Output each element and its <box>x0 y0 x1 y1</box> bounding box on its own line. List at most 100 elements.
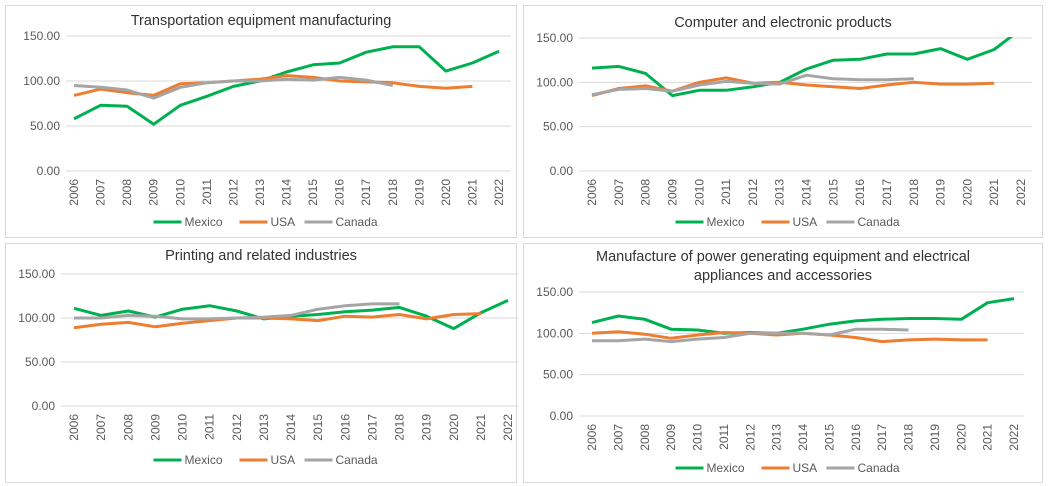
x-tick-label: 2009 <box>665 179 679 206</box>
chart-svg-transportation: 0.00 50.00 100.00 150.00 2006 2007 2008 2009 201… <box>23 29 511 229</box>
y-tick-label: 100.00 <box>536 326 573 340</box>
chart-svg-printing: 0.00 50.00 100.00 150.00 2006 2007 2008 2009 201… <box>18 267 518 467</box>
x-tick-label: 2006 <box>585 424 599 451</box>
legend-item-usa: USA <box>761 461 818 475</box>
legend-label: Mexico <box>707 215 745 229</box>
x-tick-label: 2013 <box>770 424 784 451</box>
x-tick-label: 2009 <box>148 414 162 441</box>
x-tick-label: 2019 <box>412 179 426 206</box>
series-line-canada <box>73 75 394 100</box>
chart-title: Manufacture of power generating equipmen… <box>595 249 970 284</box>
x-tick-label: 2022 <box>501 414 515 441</box>
x-tick-label: 2007 <box>94 179 108 206</box>
y-tick-label: 50.00 <box>25 355 55 369</box>
x-tick-label: 2007 <box>612 179 626 206</box>
y-tick-label: 100.00 <box>23 74 60 88</box>
legend-label: Canada <box>858 215 900 229</box>
chart-computer: Computer and electronic products 0.00 50.… <box>523 5 1043 238</box>
x-tick-label: 2017 <box>880 179 894 206</box>
x-tick-label: 2007 <box>611 424 625 451</box>
chart-svg-power: 0.00 50.00 100.00 150.00 2006 2007 2008 2009 201… <box>536 285 1024 475</box>
x-tick-label: 2016 <box>849 424 863 451</box>
legend-label: Mexico <box>185 215 223 229</box>
x-tick-label: 2020 <box>439 179 453 206</box>
x-tick-label: 2008 <box>121 414 135 441</box>
x-tick-label: 2022 <box>1007 424 1021 451</box>
y-tick-label: 50.00 <box>543 368 573 382</box>
x-tick-label: 2014 <box>284 414 298 441</box>
y-tick-label: 150.00 <box>18 267 55 281</box>
y-tick-label: 0.00 <box>550 164 574 178</box>
x-tick-label: 2011 <box>717 424 731 450</box>
x-tick-label: 2016 <box>853 179 867 206</box>
legend-item-usa: USA <box>239 453 296 467</box>
chart-svg-computer: 0.00 50.00 100.00 150.00 2006 2007 2008 2009 201… <box>536 31 1032 229</box>
x-tick-label: 2021 <box>981 424 995 451</box>
x-tick-label: 2012 <box>743 424 757 451</box>
x-tick-label: 2014 <box>280 179 294 206</box>
legend-item-canada: Canada <box>826 215 900 229</box>
legend-label: Canada <box>858 461 900 475</box>
x-tick-label: 2015 <box>311 414 325 441</box>
x-tick-label: 2014 <box>796 424 810 451</box>
series-line-canada <box>591 73 914 97</box>
y-tick-label: 100.00 <box>18 311 55 325</box>
series-line-canada <box>74 302 400 321</box>
x-tick-label: 2009 <box>664 424 678 451</box>
x-tick-label: 2016 <box>338 414 352 441</box>
x-tick-label: 2008 <box>639 179 653 206</box>
x-tick-label: 2012 <box>230 414 244 441</box>
y-tick-label: 0.00 <box>32 399 56 413</box>
x-tick-label: 2011 <box>200 179 214 205</box>
x-tick-label: 2021 <box>987 179 1001 206</box>
legend-label: Canada <box>336 453 378 467</box>
x-tick-label: 2019 <box>928 424 942 451</box>
legend-item-mexico: Mexico <box>675 461 745 475</box>
y-tick-label: 150.00 <box>536 31 573 45</box>
x-tick-label: 2008 <box>120 179 134 206</box>
x-tick-label: 2020 <box>960 179 974 206</box>
x-tick-label: 2015 <box>822 424 836 451</box>
x-tick-label: 2013 <box>257 414 271 441</box>
x-tick-label: 2019 <box>420 414 434 441</box>
x-tick-label: 2015 <box>826 179 840 206</box>
x-tick-label: 2011 <box>203 414 217 440</box>
legend-item-usa: USA <box>761 215 818 229</box>
legend-item-mexico: Mexico <box>153 453 223 467</box>
x-tick-label: 2012 <box>746 179 760 206</box>
legend-label: USA <box>793 461 818 475</box>
x-tick-label: 2018 <box>902 424 916 451</box>
x-tick-label: 2022 <box>492 179 506 206</box>
legend-label: USA <box>271 215 296 229</box>
x-tick-label: 2017 <box>365 414 379 441</box>
x-tick-label: 2018 <box>393 414 407 441</box>
legend-item-canada: Canada <box>826 461 900 475</box>
series-line-usa <box>73 312 481 330</box>
chart-printing: Printing and related industries 0.00 50.0… <box>5 243 518 483</box>
chart-transportation: Transportation equipment manufacturing 0… <box>5 5 517 238</box>
chart-title: Printing and related industries <box>165 248 357 264</box>
x-tick-label: 2020 <box>447 414 461 441</box>
chart-title: Transportation equipment manufacturing <box>130 13 392 29</box>
legend-item-mexico: Mexico <box>153 215 223 229</box>
x-tick-label: 2018 <box>907 179 921 206</box>
y-tick-label: 150.00 <box>23 29 60 43</box>
x-tick-label: 2013 <box>773 179 787 206</box>
x-tick-label: 2019 <box>934 179 948 206</box>
x-tick-label: 2020 <box>954 424 968 451</box>
legend-label: Mexico <box>707 461 745 475</box>
series-line-mexico <box>591 297 1015 335</box>
x-tick-label: 2007 <box>94 414 108 441</box>
chart-power: Manufacture of power generating equipmen… <box>523 243 1043 483</box>
legend-label: USA <box>793 215 818 229</box>
x-tick-label: 2010 <box>692 179 706 206</box>
legend-label: Mexico <box>185 453 223 467</box>
x-tick-label: 2021 <box>474 414 488 441</box>
x-tick-label: 2021 <box>465 179 479 206</box>
x-tick-label: 2010 <box>176 414 190 441</box>
x-tick-label: 2016 <box>333 179 347 206</box>
x-tick-label: 2017 <box>359 179 373 206</box>
x-tick-label: 2011 <box>719 179 733 205</box>
legend-label: USA <box>271 453 296 467</box>
y-tick-label: 0.00 <box>550 409 574 423</box>
